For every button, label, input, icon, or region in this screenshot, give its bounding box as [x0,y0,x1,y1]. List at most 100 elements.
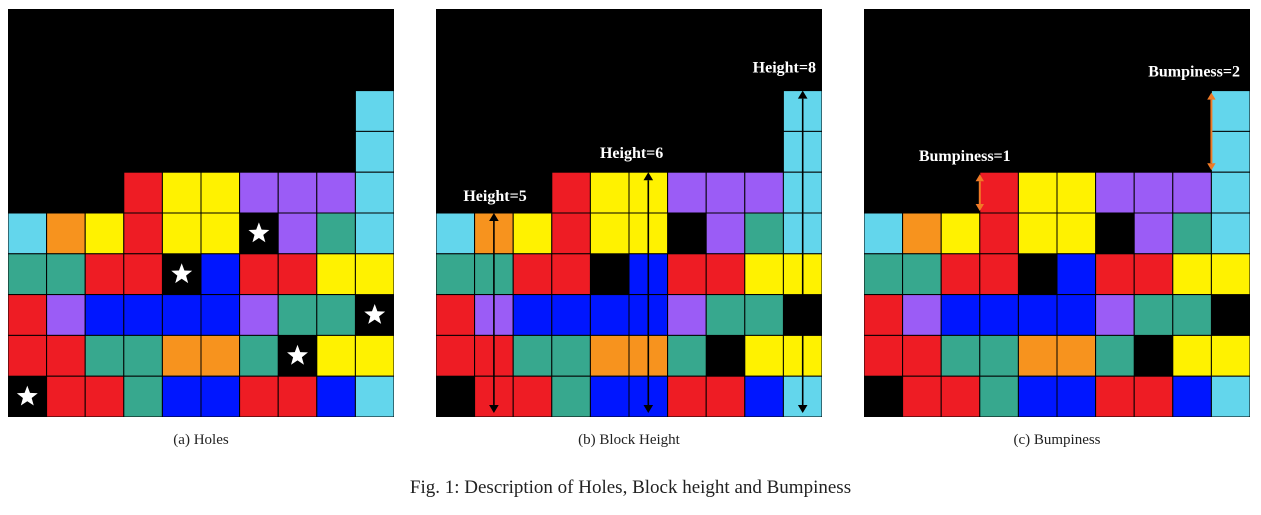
block-cell [1056,375,1097,417]
block-cell [1056,171,1097,214]
block-cell [200,253,241,296]
block-cell [940,334,981,377]
block-cell [1056,334,1097,377]
hole-star-icon [171,263,193,284]
block-cell [979,294,1019,336]
block-cell [200,334,241,377]
block-cell [436,334,476,377]
block-cell [1172,294,1212,336]
hole-star-icon [287,344,308,365]
block-cell [436,212,476,255]
block-cell [512,294,553,336]
block-cell [161,375,202,417]
block-cell [277,375,318,417]
block-cell [1210,130,1250,173]
block-cell [1056,253,1097,296]
block-cell [1210,212,1250,255]
block-cell [1017,334,1058,377]
block-cell [940,375,981,417]
block-cell [667,375,707,417]
block-cell [1172,212,1212,255]
figure-caption: Fig. 1: Description of Holes, Block heig… [409,477,852,498]
block-cell [84,253,125,296]
block-cell [316,253,356,296]
block-cell [864,334,904,377]
block-cell [46,334,86,377]
block-cell [123,171,163,214]
block-cell [200,171,241,214]
block-cell [277,212,318,255]
block-cell [512,375,553,417]
block-cell [84,212,125,255]
block-cell [46,253,86,296]
block-cell [589,294,630,336]
bumpiness-board: Bumpiness=1 Bumpiness=2 [864,9,1250,417]
block-cell [512,253,553,296]
block-cell [551,334,591,377]
block-cell [316,212,356,255]
block-cell [200,212,241,255]
block-cell [705,212,746,255]
block-cell [1017,171,1058,214]
block-cell [161,171,202,214]
block-cell [200,294,241,336]
block-cell [123,334,163,377]
block-cell [8,253,48,296]
block-cell [667,171,707,214]
block-cell [354,171,394,214]
block-cell [239,171,279,214]
block-cell [551,212,591,255]
block-cell [1095,334,1135,377]
block-cell [705,294,746,336]
block-cell [277,253,318,296]
block-height-caption: (b) Block Height [578,432,680,448]
block-cell [1095,253,1135,296]
block-cell [354,90,394,132]
block-cell [1172,334,1212,377]
block-cell [1095,171,1135,214]
block-cell [902,375,942,417]
block-cell [316,294,356,336]
block-cell [436,253,476,296]
block-cell [354,375,394,417]
block-cell [864,212,904,255]
block-cell [1017,375,1058,417]
block-cell [979,253,1019,296]
height-label: Height=5 [463,188,526,205]
block-cell [239,334,279,377]
block-cell [1133,375,1174,417]
block-cell [239,294,279,336]
block-height-grid: Height=5 Height=6 Height=8 [436,60,822,417]
block-cell [161,294,202,336]
block-cell [161,212,202,255]
block-cell [1095,294,1135,336]
height-label: Height=6 [600,145,663,162]
block-cell [1210,90,1250,132]
block-cell [902,334,942,377]
block-cell [979,171,1019,214]
height-arrow [643,172,654,413]
block-cell [705,375,746,417]
holes-board [8,9,394,417]
block-cell [744,253,784,296]
block-cell [667,253,707,296]
block-cell [1172,375,1212,417]
block-cell [277,294,318,336]
block-cell [512,212,553,255]
block-cell [354,253,394,296]
block-cell [200,375,241,417]
block-cell [864,253,904,296]
block-cell [8,212,48,255]
block-cell [1017,212,1058,255]
block-cell [1133,212,1174,255]
hole-star-icon [364,304,386,324]
block-cell [979,334,1019,377]
block-cell [979,375,1019,417]
block-cell [589,212,630,255]
block-cell [354,334,394,377]
block-cell [1210,171,1250,214]
block-cell [551,375,591,417]
block-cell [8,334,48,377]
block-cell [1056,294,1097,336]
block-cell [316,375,356,417]
